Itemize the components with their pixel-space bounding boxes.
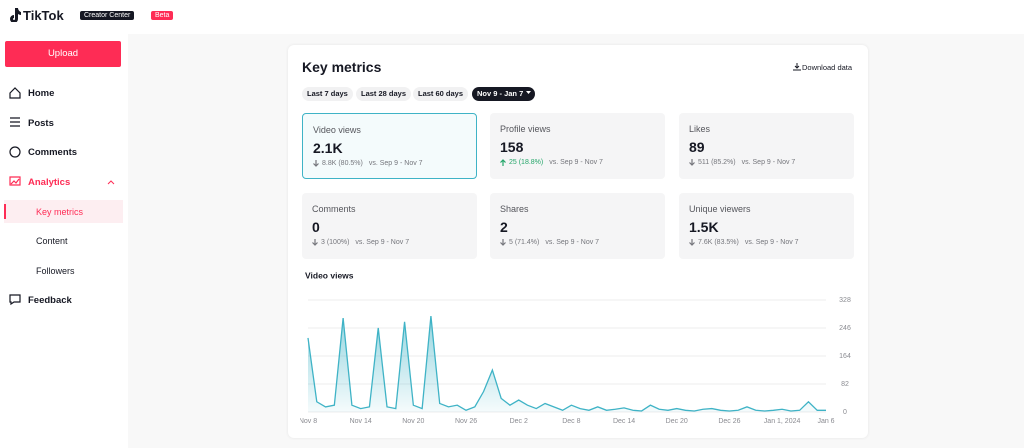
metric-value: 2 bbox=[500, 219, 508, 235]
sidebar bbox=[0, 34, 128, 448]
arrow-path bbox=[689, 159, 695, 166]
compare-text: vs. Sep 9 - Nov 7 bbox=[545, 239, 600, 246]
metric-value: 158 bbox=[500, 139, 524, 155]
trend-arrow bbox=[312, 239, 318, 246]
metric-card[interactable]: Shares 2 5 (71.4%) vs. Sep 9 - Nov 7 bbox=[490, 193, 665, 259]
metric-label: Video views bbox=[313, 125, 361, 135]
active-bar bbox=[4, 204, 6, 219]
metric-card[interactable]: Profile views 158 25 (18.8%) vs. Sep 9 - No… bbox=[490, 113, 665, 179]
nav-item[interactable]: Feedback bbox=[28, 295, 72, 306]
subnav-item[interactable]: Key metrics bbox=[36, 207, 84, 217]
subnav-item[interactable]: Followers bbox=[36, 266, 75, 276]
line bbox=[307, 315, 826, 412]
compare-text: vs. Sep 9 - Nov 7 bbox=[741, 159, 796, 166]
filter-pill[interactable]: Nov 9 - Jan 7 bbox=[472, 87, 536, 101]
y-tick-label: 82 bbox=[841, 381, 849, 388]
change-text: 5 (71.4%) bbox=[509, 239, 540, 246]
metric-change: 25 (18.8%) vs. Sep 9 - Nov 7 bbox=[500, 159, 603, 166]
trend-arrow bbox=[689, 159, 695, 166]
subnav-item[interactable]: Content bbox=[36, 236, 68, 246]
x-tick-label: Dec 14 bbox=[613, 418, 635, 425]
header: TikTok Creator Center Beta bbox=[0, 0, 1024, 34]
nav-item[interactable]: Home bbox=[28, 88, 55, 99]
nav-item[interactable]: Comments bbox=[28, 147, 78, 158]
x-tick-label: Dec 8 bbox=[562, 418, 580, 425]
download-icon bbox=[793, 63, 801, 71]
y-tick-label: 246 bbox=[839, 325, 851, 332]
compare-text: vs. Sep 9 - Nov 7 bbox=[744, 239, 799, 246]
metric-change: 3 (100%) vs. Sep 9 - Nov 7 bbox=[312, 239, 409, 246]
trend-arrow bbox=[500, 239, 506, 246]
active-bg bbox=[4, 200, 123, 223]
nav-item[interactable]: Posts bbox=[28, 118, 54, 129]
x-tick-label: Nov 20 bbox=[402, 418, 424, 425]
x-tick-label: Nov 8 bbox=[300, 418, 317, 425]
logo-icon bbox=[10, 8, 21, 22]
beta-badge: Beta bbox=[151, 11, 174, 20]
change-text: 8.8K (80.5%) bbox=[322, 160, 363, 167]
dropdown-caret bbox=[526, 87, 532, 101]
change-text: 25 (18.8%) bbox=[509, 159, 544, 166]
download-link[interactable]: Download data bbox=[802, 63, 853, 72]
metric-label: Likes bbox=[689, 124, 711, 134]
y-tick-label: 164 bbox=[839, 353, 851, 360]
x-tick-label: Dec 20 bbox=[666, 418, 688, 425]
metric-value: 0 bbox=[312, 219, 320, 235]
filter-pill[interactable]: Last 28 days bbox=[356, 87, 412, 101]
metric-value: 89 bbox=[689, 139, 705, 155]
metric-card[interactable]: Likes 89 511 (85.2%) vs. Sep 9 - Nov 7 bbox=[679, 113, 854, 179]
arrow-path bbox=[689, 239, 695, 246]
chart: Video views 0 82 164 246 328 Nov 8 Nov 14 Nov 2… bbox=[300, 270, 851, 425]
arrow-path bbox=[500, 159, 506, 166]
x-tick-label: Jan 6 bbox=[817, 418, 834, 425]
metric-change: 8.8K (80.5%) vs. Sep 9 - Nov 7 bbox=[313, 160, 423, 167]
collapse-icon bbox=[107, 180, 115, 185]
metric-card[interactable]: Video views 2.1K 8.8K (80.5%) vs. Sep 9 - N… bbox=[302, 113, 477, 179]
x-tick-label: Jan 1, 2024 bbox=[764, 418, 801, 425]
filter-pill[interactable]: Last 60 days bbox=[413, 87, 469, 101]
compare-text: vs. Sep 9 - Nov 7 bbox=[368, 160, 423, 167]
nav-icons bbox=[9, 87, 21, 306]
page-title: Key metrics bbox=[302, 59, 382, 75]
trend-arrow bbox=[313, 160, 319, 167]
chart-title: Video views bbox=[305, 270, 354, 280]
x-tick-label: Dec 2 bbox=[510, 418, 528, 425]
metric-label: Shares bbox=[500, 204, 529, 214]
trend-arrow bbox=[500, 159, 506, 166]
arrow-path bbox=[312, 239, 318, 246]
arrow-path bbox=[500, 239, 506, 246]
change-text: 7.6K (83.5%) bbox=[698, 239, 739, 246]
metric-change: 511 (85.2%) vs. Sep 9 - Nov 7 bbox=[689, 159, 795, 166]
metric-card[interactable]: Unique viewers 1.5K 7.6K (83.5%) vs. Sep 9 … bbox=[679, 193, 854, 259]
filter-pill[interactable]: Last 7 days bbox=[302, 87, 353, 101]
metric-label: Unique viewers bbox=[689, 204, 751, 214]
upload-button[interactable]: Upload bbox=[5, 41, 121, 67]
compare-text: vs. Sep 9 - Nov 7 bbox=[355, 239, 410, 246]
metric-change: 5 (71.4%) vs. Sep 9 - Nov 7 bbox=[500, 239, 599, 246]
y-tick-label: 0 bbox=[843, 409, 847, 416]
metric-value: 2.1K bbox=[313, 140, 343, 156]
y-tick-label: 328 bbox=[839, 297, 851, 304]
nav-item[interactable]: Analytics bbox=[28, 177, 71, 188]
change-text: 511 (85.2%) bbox=[698, 159, 736, 166]
metric-value: 1.5K bbox=[689, 219, 719, 235]
x-tick-label: Nov 26 bbox=[455, 418, 477, 425]
arrow-path bbox=[313, 160, 319, 167]
metric-change: 7.6K (83.5%) vs. Sep 9 - Nov 7 bbox=[689, 239, 799, 246]
caret bbox=[526, 91, 532, 94]
logo: TikTok bbox=[23, 8, 64, 23]
compare-text: vs. Sep 9 - Nov 7 bbox=[549, 159, 603, 166]
metric-card[interactable]: Comments 0 3 (100%) vs. Sep 9 - Nov 7 bbox=[302, 193, 477, 259]
x-tick-label: Nov 14 bbox=[350, 418, 372, 425]
trend-arrow bbox=[689, 239, 695, 246]
x-tick-label: Dec 26 bbox=[718, 418, 740, 425]
badge: Creator Center bbox=[80, 11, 135, 20]
change-text: 3 (100%) bbox=[321, 239, 350, 246]
metric-label: Profile views bbox=[500, 124, 551, 134]
metric-label: Comments bbox=[312, 204, 356, 214]
